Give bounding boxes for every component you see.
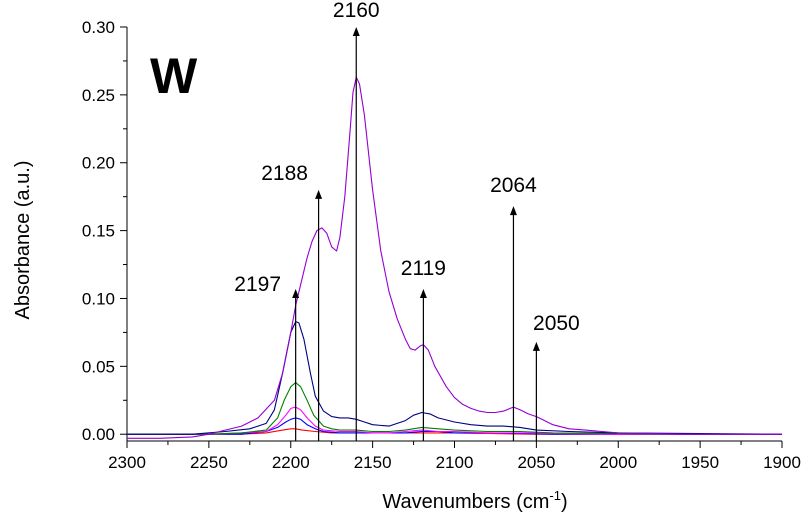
- peak-label: 2197: [234, 273, 281, 296]
- y-tick-label: 0.00: [82, 425, 115, 444]
- peak-arrow-head: [532, 341, 540, 351]
- x-tick-label: 2150: [354, 453, 392, 472]
- x-tick-label: 1950: [681, 453, 719, 472]
- peak-arrow-head: [509, 206, 517, 216]
- plot-area: [126, 27, 782, 442]
- x-axis-title-end: ): [561, 491, 568, 513]
- y-tick-label: 0.10: [82, 289, 115, 308]
- y-tick-label: 0.15: [82, 222, 115, 241]
- peak-arrow-head: [419, 288, 427, 298]
- y-tick-label: 0.20: [82, 154, 115, 173]
- spectrum-line: [127, 406, 782, 435]
- peak-label: 2050: [533, 312, 580, 335]
- x-tick-label: 2200: [272, 453, 310, 472]
- peak-label: 2064: [490, 174, 537, 197]
- x-axis-title-text: Wavenumbers (cm: [382, 491, 549, 513]
- x-axis-title-sup: -1: [549, 488, 561, 503]
- peak-label: 2188: [261, 162, 308, 185]
- panel-label: W: [150, 48, 198, 104]
- series-lines: [127, 76, 783, 439]
- x-tick-label: 1900: [763, 453, 801, 472]
- x-axis: 2300 2250 2200 2150 2100 2050 2000 1950 1900: [108, 441, 801, 472]
- x-tick-label: 2000: [599, 453, 637, 472]
- peak-arrow-head: [292, 288, 300, 298]
- peak-arrow-head: [352, 27, 360, 36]
- y-axis-title: Absorbance (a.u.): [12, 161, 34, 320]
- y-tick-label: 0.05: [82, 357, 115, 376]
- x-tick-label: 2300: [108, 453, 146, 472]
- x-axis-title: Wavenumbers (cm-1): [382, 488, 567, 513]
- spectrum-line: [127, 428, 782, 435]
- x-tick-label: 2050: [517, 453, 555, 472]
- peak-annotations: 2197 2188 2160 2119 2064 2050: [234, 0, 580, 441]
- y-tick-label: 0.25: [82, 86, 115, 105]
- spectrum-line: [127, 76, 782, 439]
- peak-label: 2119: [401, 257, 446, 280]
- y-tick-label: 0.30: [82, 18, 115, 37]
- y-axis: 0.00 0.05 0.10 0.15 0.20 0.25 0.30: [82, 18, 127, 444]
- x-tick-label: 2250: [190, 453, 228, 472]
- spectrum-line: [127, 382, 782, 435]
- x-tick-label: 2100: [436, 453, 474, 472]
- peak-label: 2160: [333, 0, 380, 22]
- peak-arrow-head: [315, 189, 323, 199]
- spectrum-line: [127, 321, 783, 435]
